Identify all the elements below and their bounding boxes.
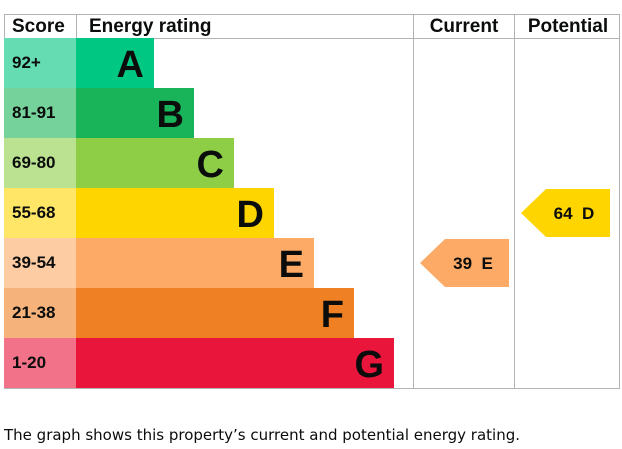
score-range-f: 21-38 — [12, 303, 55, 322]
band-bar-a — [76, 38, 154, 88]
band-bar-g — [76, 338, 394, 388]
rating-bands: 92+ A 81-91 B 69-80 C 55-68 D 39-54 E 21-38 F 1-20 G — [4, 38, 394, 388]
band-row-a: 92+ A — [4, 38, 154, 88]
band-letter-c: C — [197, 144, 224, 186]
band-letter-d: D — [237, 194, 264, 236]
band-row-c: 69-80 C — [4, 138, 234, 188]
chart-caption: The graph shows this property’s current … — [4, 426, 520, 444]
score-cell-c — [4, 138, 76, 188]
score-cell-d — [4, 188, 76, 238]
band-row-b: 81-91 B — [4, 88, 194, 138]
energy-rating-header: Energy rating — [89, 16, 211, 37]
potential-rating-marker-label: 64 D — [554, 204, 595, 223]
score-range-b: 81-91 — [12, 103, 55, 122]
band-bar-c — [76, 138, 234, 188]
potential-header: Potential — [528, 16, 608, 37]
band-letter-a: A — [117, 44, 144, 86]
potential-rating-marker: 64 D — [521, 189, 610, 237]
current-rating-marker-label: 39 E — [453, 254, 493, 273]
score-range-g: 1-20 — [12, 353, 46, 372]
band-row-d: 55-68 D — [4, 188, 274, 238]
band-letter-b: B — [157, 94, 184, 136]
current-header: Current — [430, 16, 499, 37]
band-row-f: 21-38 F — [4, 288, 354, 338]
band-row-g: 1-20 G — [4, 338, 394, 388]
score-range-e: 39-54 — [12, 253, 56, 272]
score-cell-b — [4, 88, 76, 138]
band-bar-b — [76, 88, 194, 138]
band-bar-e — [76, 238, 314, 288]
score-cell-e — [4, 238, 76, 288]
score-header: Score — [12, 16, 65, 37]
band-letter-g: G — [354, 344, 384, 386]
potential-rating-marker-arrow — [521, 189, 610, 237]
current-rating-marker: 39 E — [420, 239, 509, 287]
band-row-e: 39-54 E — [4, 238, 314, 288]
column-headers: Score Energy rating Current Potential — [12, 16, 608, 37]
score-range-d: 55-68 — [12, 203, 55, 222]
rating-markers: 39 E 64 D — [420, 189, 610, 287]
score-range-a: 92+ — [12, 53, 41, 72]
band-letter-e: E — [279, 244, 304, 286]
current-rating-marker-arrow — [420, 239, 509, 287]
score-cell-g — [4, 338, 76, 388]
score-range-c: 69-80 — [12, 153, 55, 172]
epc-chart: Score Energy rating Current Potential 92… — [4, 14, 620, 389]
score-cell-a — [4, 38, 76, 88]
score-cell-f — [4, 288, 76, 338]
band-bar-f — [76, 288, 354, 338]
band-bar-d — [76, 188, 274, 238]
band-letter-f: F — [321, 294, 344, 336]
